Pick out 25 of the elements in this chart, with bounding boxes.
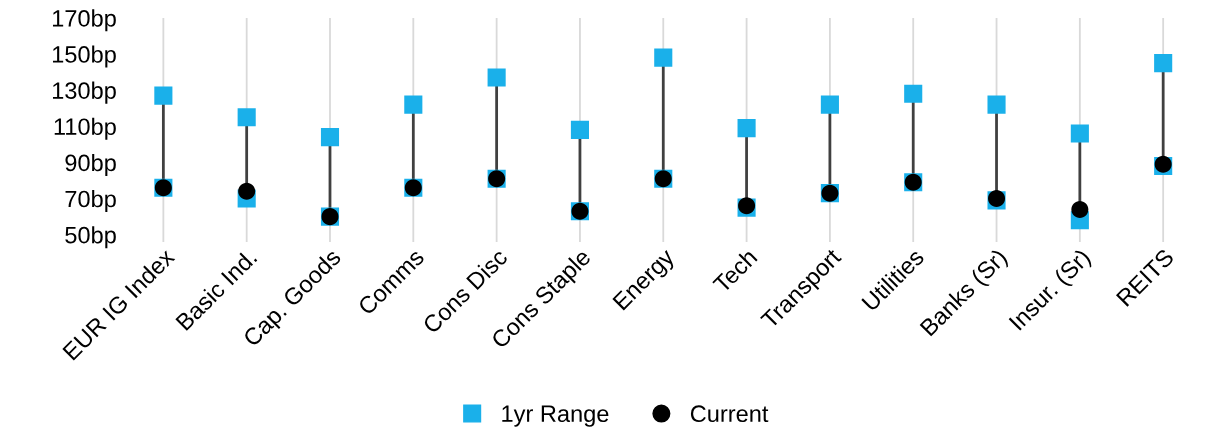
point [1071,200,1089,218]
y-tick-label: 70bp [65,190,116,213]
y-tick-label: 110bp [54,117,116,140]
point [1070,124,1089,143]
point [320,128,340,147]
point [1154,54,1173,73]
x-tick-label: Tech [711,247,758,294]
y-tick-label: 130bp [52,81,116,104]
y-tick-label: 170bp [52,9,116,32]
point [820,95,839,114]
point [987,95,1006,114]
point [237,108,256,127]
point [570,120,589,139]
point [154,86,173,105]
point [404,95,423,114]
point [238,182,256,200]
point [654,48,673,67]
point [737,119,756,138]
point [904,84,923,103]
y-tick-label: 90bp [65,153,116,176]
y-tick-label: 50bp [65,226,116,249]
y-tick-label: 150bp [52,45,116,68]
legend-label: Current [690,405,769,423]
legend-label: 1yr Range [502,405,609,427]
point [487,68,506,87]
